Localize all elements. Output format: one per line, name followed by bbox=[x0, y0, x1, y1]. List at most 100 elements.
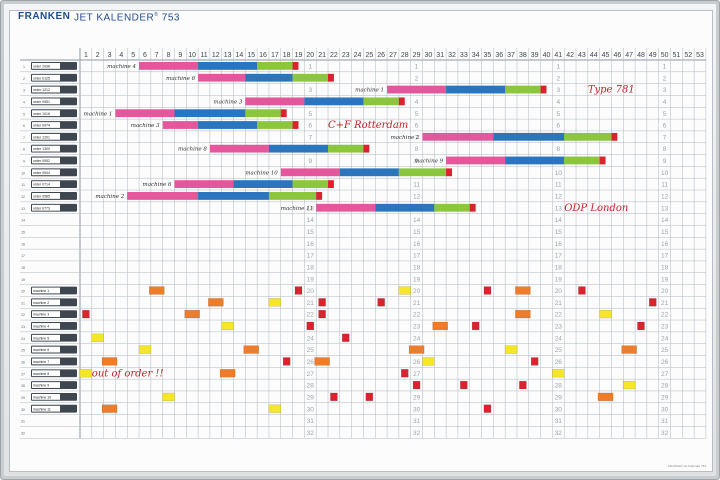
row-number: 24 bbox=[413, 335, 421, 342]
row-number: 12 bbox=[555, 194, 563, 201]
row-number: 18 bbox=[21, 266, 25, 270]
row-number: 3 bbox=[556, 87, 560, 94]
row-number: 6 bbox=[23, 124, 25, 128]
machine-label-card bbox=[32, 334, 60, 341]
week-number: 11 bbox=[200, 52, 207, 59]
machine-label: machine 5 bbox=[33, 336, 49, 340]
marker-yellow bbox=[398, 286, 411, 295]
week-number: 9 bbox=[178, 52, 182, 59]
row-number: 17 bbox=[307, 253, 315, 260]
row-number: 7 bbox=[23, 136, 25, 140]
row-number: 19 bbox=[413, 276, 421, 283]
row-number: 20 bbox=[21, 290, 25, 294]
row-number: 8 bbox=[415, 146, 419, 153]
row-number: 22 bbox=[413, 312, 421, 319]
marker-orange bbox=[621, 345, 637, 354]
row-number: 10 bbox=[21, 171, 25, 175]
week-number: 16 bbox=[259, 52, 267, 59]
order-label-card bbox=[32, 157, 60, 164]
board-title: JET KALENDER® 753 bbox=[74, 12, 180, 23]
order-label: order 2036 bbox=[33, 65, 50, 69]
marker-red bbox=[460, 380, 468, 390]
row-number: 23 bbox=[21, 325, 25, 329]
row-number: 17 bbox=[555, 253, 563, 260]
marker-red bbox=[377, 298, 385, 307]
row-number: 30 bbox=[21, 408, 25, 412]
row-number: 25 bbox=[555, 347, 563, 354]
week-number: 7 bbox=[155, 52, 159, 59]
bar-machine-note: machine 3 bbox=[131, 123, 160, 129]
week-number: 5 bbox=[131, 52, 135, 59]
machine-label-card bbox=[32, 382, 60, 388]
week-number: 39 bbox=[531, 52, 539, 59]
order-label: order 0952 bbox=[33, 159, 50, 163]
planning-bar-blue bbox=[233, 180, 293, 189]
row-number: 17 bbox=[661, 253, 669, 260]
row-number: 2 bbox=[415, 75, 419, 82]
row-number: 30 bbox=[413, 406, 421, 413]
machine-label: machine 2 bbox=[33, 301, 49, 305]
row-number: 24 bbox=[555, 335, 563, 342]
row-number: 27 bbox=[661, 371, 669, 378]
planning-bar-green bbox=[505, 85, 541, 94]
week-number: 38 bbox=[519, 52, 527, 59]
row-number: 20 bbox=[307, 288, 315, 295]
row-number: 9 bbox=[308, 158, 312, 165]
row-number: 22 bbox=[307, 312, 315, 319]
week-number: 14 bbox=[236, 52, 244, 59]
row-number: 31 bbox=[413, 418, 421, 425]
handwritten-note: Type 781 bbox=[588, 85, 635, 96]
row-number: 9 bbox=[663, 158, 667, 165]
planning-bar-red bbox=[328, 180, 334, 189]
row-number: 8 bbox=[23, 148, 25, 152]
marker-red bbox=[578, 286, 586, 295]
week-number: 12 bbox=[212, 52, 220, 59]
order-label-card bbox=[32, 74, 60, 81]
marker-orange bbox=[597, 392, 614, 401]
week-number: 4 bbox=[119, 52, 123, 59]
row-number: 14 bbox=[555, 217, 563, 224]
row-number: 11 bbox=[661, 182, 668, 189]
week-number: 43 bbox=[578, 52, 586, 59]
row-number: 1 bbox=[23, 65, 25, 69]
bar-machine-note: machine 1 bbox=[84, 111, 113, 117]
bar-machine-note: machine 8 bbox=[178, 147, 207, 153]
order-label-card bbox=[32, 122, 60, 128]
row-number: 23 bbox=[661, 324, 669, 331]
row-number: 4 bbox=[663, 99, 667, 106]
row-number: 14 bbox=[661, 217, 669, 224]
order-label: order 0951 bbox=[33, 100, 50, 104]
week-number: 22 bbox=[330, 52, 338, 59]
order-label-card bbox=[32, 86, 60, 93]
marker-yellow bbox=[91, 333, 104, 342]
week-number: 6 bbox=[143, 52, 147, 59]
row-number: 18 bbox=[307, 264, 315, 271]
row-number: 15 bbox=[661, 229, 669, 236]
row-number: 12 bbox=[21, 195, 25, 199]
row-number: 26 bbox=[413, 359, 421, 366]
planning-bar-red bbox=[540, 85, 547, 94]
marker-red bbox=[282, 357, 291, 366]
row-number: 11 bbox=[555, 182, 562, 189]
planning-bar-red bbox=[611, 132, 618, 141]
week-number: 47 bbox=[625, 52, 633, 59]
row-number: 25 bbox=[661, 347, 669, 354]
machine-label-card bbox=[32, 358, 60, 365]
row-number: 23 bbox=[413, 324, 421, 331]
row-number: 16 bbox=[307, 241, 315, 248]
row-number: 31 bbox=[21, 420, 25, 424]
marker-yellow bbox=[221, 321, 234, 331]
machine-label: machine 10 bbox=[33, 395, 51, 399]
row-number: 12 bbox=[413, 194, 421, 201]
planning-bar-pink bbox=[162, 121, 199, 129]
planning-bar-red bbox=[280, 109, 287, 118]
row-number: 11 bbox=[413, 182, 420, 189]
row-number: 16 bbox=[21, 242, 25, 246]
planning-bar-green bbox=[292, 180, 329, 189]
planning-bar-red bbox=[599, 156, 606, 165]
planning-bar-blue bbox=[493, 132, 565, 141]
registered-mark: ® bbox=[154, 12, 159, 18]
bar-machine-note: machine 9 bbox=[414, 159, 443, 165]
week-number: 52 bbox=[684, 52, 692, 59]
row-number: 9 bbox=[415, 158, 419, 165]
